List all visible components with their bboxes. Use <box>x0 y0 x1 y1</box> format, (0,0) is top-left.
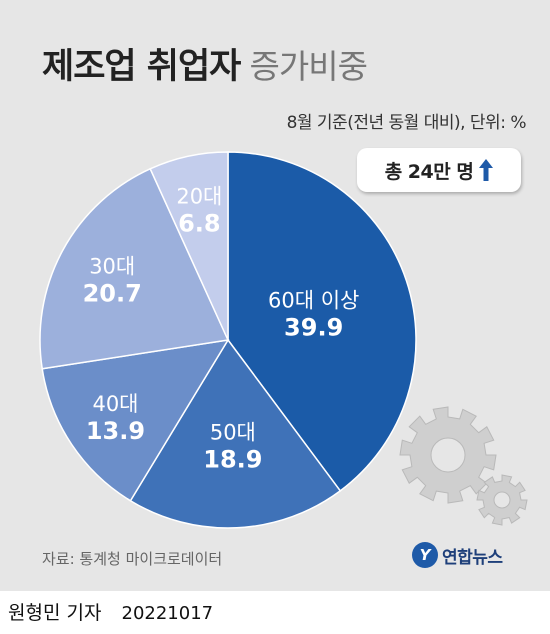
pie-slice <box>149 151 229 341</box>
gears-icon <box>399 406 528 526</box>
logo-text: 연합뉴스 <box>442 547 503 568</box>
byline-name: 원형민 기자 <box>8 602 102 624</box>
source-note: 자료: 통계청 마이크로데이터 <box>42 550 223 568</box>
slice-value-label: 13.9 <box>86 417 145 445</box>
slice-category-label: 50대 <box>210 420 256 444</box>
subtitle: 8월 기준(전년 동월 대비), 단위: % <box>286 113 527 133</box>
slice-value-label: 39.9 <box>284 314 343 342</box>
slice-category-label: 20대 <box>176 185 222 209</box>
gear-hole <box>493 491 511 509</box>
logo-mark-icon: Y <box>412 542 438 568</box>
arrow-up-icon <box>479 159 494 181</box>
pie-slice <box>227 151 417 492</box>
pie-slice <box>129 338 342 529</box>
slice-value-label: 6.8 <box>178 210 221 238</box>
total-label: 총 24만 명 <box>384 160 474 183</box>
byline: 원형민 기자 20221017 <box>8 598 213 625</box>
byline-date: 20221017 <box>121 603 214 624</box>
pie-slice <box>39 167 230 370</box>
title-bold: 제조업 취업자 <box>42 47 241 87</box>
pie-slice <box>41 339 230 502</box>
slice-category-label: 30대 <box>89 254 135 278</box>
title-light: 증가비중 <box>249 47 367 86</box>
yonhap-logo: Y 연합뉴스 <box>412 542 503 568</box>
gear-hole <box>430 437 466 473</box>
slice-value-label: 20.7 <box>83 279 142 307</box>
slice-category-label: 40대 <box>92 392 138 416</box>
slice-category-label: 60대 이상 <box>268 289 359 313</box>
page-title: 제조업 취업자 증가비중 <box>42 38 368 89</box>
total-badge: 총 24만 명 <box>357 148 521 192</box>
slice-value-label: 18.9 <box>203 445 262 473</box>
